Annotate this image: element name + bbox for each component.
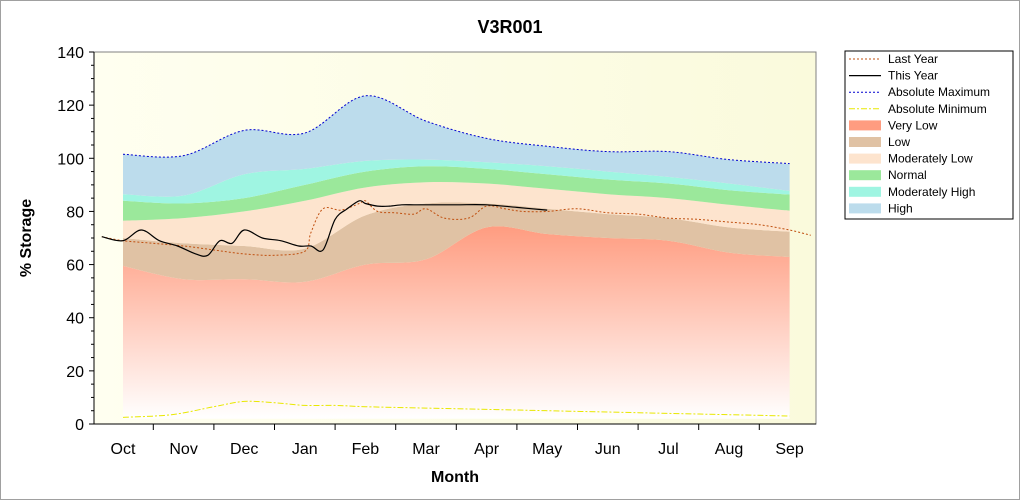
y-axis-label: % Storage	[18, 199, 35, 277]
x-tick-label: Sep	[775, 441, 804, 458]
legend-item-this-year: This Year	[849, 69, 938, 83]
legend-label: Normal	[888, 168, 927, 182]
series-layer	[101, 95, 811, 418]
legend-item-moderately-high: Moderately High	[849, 185, 975, 199]
legend-item-moderately-low: Moderately Low	[849, 152, 973, 166]
legend-swatch	[849, 170, 881, 181]
band-normal	[123, 166, 790, 221]
legend-swatch	[849, 186, 881, 197]
y-tick-label: 40	[66, 311, 84, 328]
legend-label: Absolute Minimum	[888, 102, 987, 116]
legend-swatch	[849, 153, 881, 164]
legend-item-absolute-minimum: Absolute Minimum	[849, 102, 987, 116]
x-axis-label: Month	[431, 469, 479, 486]
legend-label: Very Low	[888, 118, 938, 132]
series-absolute-maximum	[122, 95, 790, 165]
legend: Last Year This Year Absolute Maximum Absolu…	[844, 50, 1014, 220]
legend-label: Moderately Low	[888, 152, 973, 166]
legend-swatch	[849, 137, 881, 147]
x-tick-label: May	[532, 441, 562, 458]
series-absolute-minimum	[122, 400, 790, 418]
y-tick-label: 60	[66, 258, 84, 275]
y-tick-label: 20	[66, 364, 84, 381]
x-tick-label: Jul	[658, 441, 678, 458]
legend-item-high: High	[849, 201, 913, 215]
y-tick-label: 120	[57, 98, 84, 115]
y-tick-label: 0	[75, 417, 84, 434]
legend-item-normal: Normal	[849, 168, 927, 182]
y-tick-label: 100	[57, 151, 84, 168]
legend-item-absolute-maximum: Absolute Maximum	[849, 85, 990, 99]
x-axis-ticks: Oct Nov Dec Jan Feb Mar Apr May Jun Jul Aug Sep	[111, 424, 804, 458]
legend-label: Low	[888, 135, 910, 149]
y-tick-label: 140	[57, 45, 84, 62]
x-tick-label: Nov	[169, 441, 197, 458]
legend-label: This Year	[888, 69, 938, 83]
band-moderately-high	[123, 159, 790, 204]
legend-label: High	[888, 201, 913, 215]
x-tick-label: Feb	[352, 441, 380, 458]
band-very-low	[123, 226, 790, 419]
band-moderately-low	[123, 181, 790, 251]
x-tick-label: Jan	[292, 441, 318, 458]
legend-label: Last Year	[888, 52, 938, 66]
band-low	[123, 202, 790, 283]
legend-swatch	[849, 120, 881, 131]
x-tick-label: Dec	[230, 441, 258, 458]
chart-title: V3R001	[477, 17, 542, 37]
legend-label: Moderately High	[888, 185, 975, 199]
band-layer	[123, 95, 790, 419]
legend-item-last-year: Last Year	[849, 52, 938, 66]
series-this-year	[101, 200, 548, 257]
series-last-year	[101, 199, 811, 256]
legend-swatch	[849, 203, 881, 214]
band-high	[123, 95, 790, 197]
x-tick-label: Oct	[111, 441, 136, 458]
y-axis-ticks: 0 20 40 60 80 100 120 140	[57, 45, 94, 434]
legend-item-very-low: Very Low	[849, 118, 938, 132]
x-tick-label: Mar	[412, 441, 440, 458]
legend-label: Absolute Maximum	[888, 85, 990, 99]
x-tick-label: Jun	[595, 441, 621, 458]
y-tick-label: 80	[66, 204, 84, 221]
x-tick-label: Aug	[715, 441, 743, 458]
x-tick-label: Apr	[474, 441, 500, 458]
legend-item-low: Low	[849, 135, 910, 149]
